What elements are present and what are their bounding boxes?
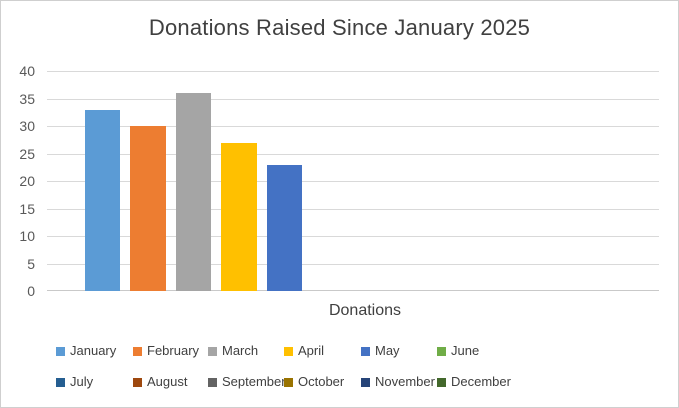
legend-label: December <box>451 374 511 389</box>
x-axis-line <box>47 290 659 291</box>
legend-label: September <box>222 374 286 389</box>
chart-title: Donations Raised Since January 2025 <box>148 15 531 40</box>
legend-label: November <box>375 374 435 389</box>
legend-label: March <box>222 343 259 358</box>
legend-label: August <box>147 374 188 389</box>
legend-swatch-december <box>437 377 446 387</box>
legend-label: April <box>298 343 325 358</box>
gridline-20 <box>47 181 659 182</box>
legend-label: October <box>298 374 345 389</box>
legend-label: July <box>70 374 94 389</box>
legend-item-june: June <box>437 344 479 358</box>
legend-label: January <box>70 343 117 358</box>
y-tick-label-0: 0 <box>27 283 35 299</box>
y-tick-label-25: 25 <box>19 146 35 162</box>
legend-item-september: September <box>208 375 286 389</box>
bar-may <box>266 164 303 291</box>
legend-item-december: December <box>437 375 511 389</box>
legend-swatch-april <box>284 346 293 356</box>
bar-april <box>221 142 257 291</box>
gridline-35 <box>47 99 659 100</box>
y-tick-label-15: 15 <box>19 201 35 217</box>
legend-label: June <box>451 343 480 358</box>
legend-item-may: May <box>361 344 400 358</box>
legend-swatch-august <box>133 377 142 387</box>
bar-march <box>175 93 212 291</box>
legend-item-august: August <box>133 375 187 389</box>
legend-swatch-march <box>208 346 217 356</box>
legend-swatch-february <box>133 346 142 356</box>
x-axis-label: Donations <box>328 302 402 319</box>
gridline-25 <box>47 154 659 155</box>
legend-swatch-may <box>361 346 370 356</box>
gridline-5 <box>47 264 659 265</box>
y-tick-label-20: 20 <box>19 173 35 189</box>
y-tick-label-40: 40 <box>19 63 35 79</box>
legend-swatch-november <box>361 377 370 387</box>
legend-label: February <box>147 343 200 358</box>
legend-label: May <box>375 343 400 358</box>
legend-swatch-july <box>56 377 65 387</box>
y-tick-label-35: 35 <box>19 91 35 107</box>
gridline-30 <box>47 126 659 127</box>
plot-area: 0 5 10 15 20 25 30 35 40 <box>19 63 659 299</box>
legend-item-november: November <box>361 375 435 389</box>
legend-swatch-october <box>284 377 293 387</box>
legend-item-april: April <box>284 344 324 358</box>
legend-item-march: March <box>208 344 258 358</box>
bar-february <box>130 126 166 291</box>
y-tick-label-5: 5 <box>27 256 35 272</box>
bar-january <box>84 109 120 291</box>
legend-item-january: January <box>56 344 116 358</box>
legend-item-july: July <box>56 375 93 389</box>
legend-swatch-september <box>208 377 217 387</box>
legend-swatch-june <box>437 346 446 356</box>
gridline-15 <box>47 209 659 210</box>
gridline-40 <box>47 71 659 72</box>
legend-item-february: February <box>133 344 199 358</box>
legend-item-october: October <box>284 375 344 389</box>
y-tick-label-30: 30 <box>19 118 35 134</box>
y-tick-label-10: 10 <box>19 228 35 244</box>
gridline-10 <box>47 236 659 237</box>
legend-swatch-january <box>56 346 65 356</box>
